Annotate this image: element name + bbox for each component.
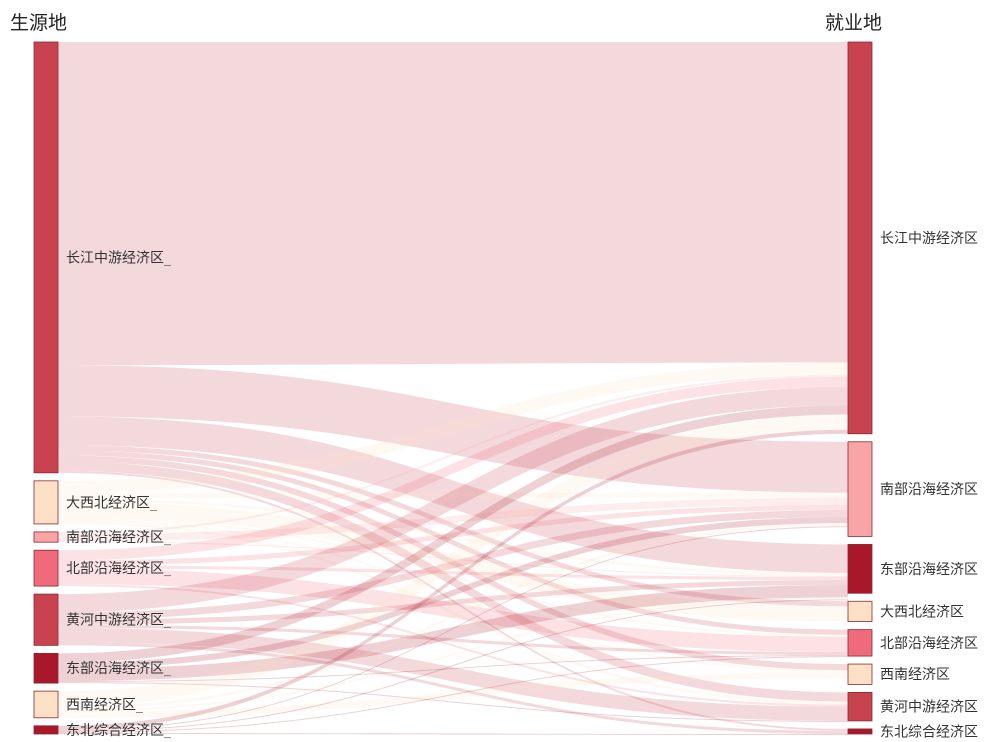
target-node-label: 东北综合经济区 xyxy=(880,724,978,740)
target-node xyxy=(847,41,873,435)
target-node xyxy=(847,663,873,685)
sankey-link xyxy=(58,497,848,542)
target-node xyxy=(847,728,873,735)
sankey-link xyxy=(58,656,848,733)
sankey-link xyxy=(58,450,848,635)
source-node xyxy=(33,480,59,525)
sankey-link xyxy=(58,461,848,702)
target-column-header: 就业地 xyxy=(825,12,883,34)
sankey-links xyxy=(58,42,848,736)
sankey-link xyxy=(58,526,848,731)
sankey-link xyxy=(58,470,848,731)
source-node xyxy=(33,690,59,719)
target-node-label: 南部沿海经济区 xyxy=(880,482,978,498)
sankey-link xyxy=(58,362,848,494)
source-node xyxy=(33,725,59,735)
sankey-link xyxy=(58,429,848,730)
target-node-label: 东部沿海经济区 xyxy=(880,562,978,578)
sankey-link xyxy=(58,565,848,581)
source-node-label: 长江中游经济区_ xyxy=(66,250,171,266)
sankey-link xyxy=(58,501,848,622)
sankey-link xyxy=(58,597,848,712)
target-node-label: 黄河中游经济区 xyxy=(880,699,978,716)
sankey-labels: 长江中游经济区_ 大西北经济区_ 南部沿海经济区_ 北部沿海经济区_ 黄河中游经济区_ 东… xyxy=(66,231,978,741)
source-node xyxy=(33,41,59,474)
target-node-label: 西南经济区 xyxy=(880,667,950,683)
target-node xyxy=(847,692,873,722)
sankey-link xyxy=(58,580,848,625)
sankey-link xyxy=(58,585,848,682)
sankey-link xyxy=(58,672,848,718)
sankey-link xyxy=(58,541,848,577)
sankey-nodes xyxy=(33,41,873,735)
sankey-link xyxy=(58,445,848,607)
sankey-link xyxy=(58,516,848,637)
sankey-link xyxy=(58,416,848,573)
sankey-link xyxy=(58,386,848,613)
target-node xyxy=(847,629,873,657)
sankey-link xyxy=(58,405,848,663)
source-node xyxy=(33,531,59,543)
sankey-link xyxy=(58,376,848,561)
target-node-label: 大西北经济区 xyxy=(880,604,964,620)
sankey-link xyxy=(58,732,848,736)
sankey-link xyxy=(58,624,848,656)
source-node-label: 东部沿海经济区_ xyxy=(66,661,171,677)
source-node-label: 北部沿海经济区_ xyxy=(66,561,171,577)
sankey-link xyxy=(58,504,848,566)
sankey-link xyxy=(58,518,848,673)
sankey-link xyxy=(58,42,848,366)
sankey-link xyxy=(58,568,848,652)
source-column-header: 生源地 xyxy=(10,12,68,34)
sankey-link xyxy=(58,492,848,499)
target-node xyxy=(847,441,873,537)
sankey-link xyxy=(58,627,848,721)
sankey-link xyxy=(58,599,848,732)
target-node-label: 北部沿海经济区 xyxy=(880,636,978,652)
sankey-link xyxy=(58,414,848,707)
target-node xyxy=(847,600,873,623)
sankey-link xyxy=(58,655,848,683)
source-node-label: 南部沿海经济区_ xyxy=(66,530,171,546)
sankey-link xyxy=(58,517,848,669)
source-node-label: 大西北经济区_ xyxy=(66,495,157,511)
source-node-label: 黄河中游经济区_ xyxy=(66,612,171,629)
sankey-link xyxy=(58,520,848,705)
sankey-link xyxy=(58,584,848,707)
sankey-link xyxy=(58,374,848,534)
source-node-label: 东北综合经济区_ xyxy=(66,723,171,739)
sankey-link xyxy=(58,682,848,722)
target-node-label: 长江中游经济区 xyxy=(880,231,978,247)
source-node xyxy=(33,593,59,646)
source-node xyxy=(33,652,59,684)
target-node xyxy=(847,544,873,594)
sankey-link xyxy=(58,509,848,620)
source-node xyxy=(33,549,59,587)
sankey-link xyxy=(58,498,848,576)
sankey-link xyxy=(58,523,848,710)
sankey-link xyxy=(58,642,848,734)
source-node-label: 西南经济区_ xyxy=(66,697,143,713)
sankey-link xyxy=(58,365,848,493)
sankey-link xyxy=(58,455,848,671)
